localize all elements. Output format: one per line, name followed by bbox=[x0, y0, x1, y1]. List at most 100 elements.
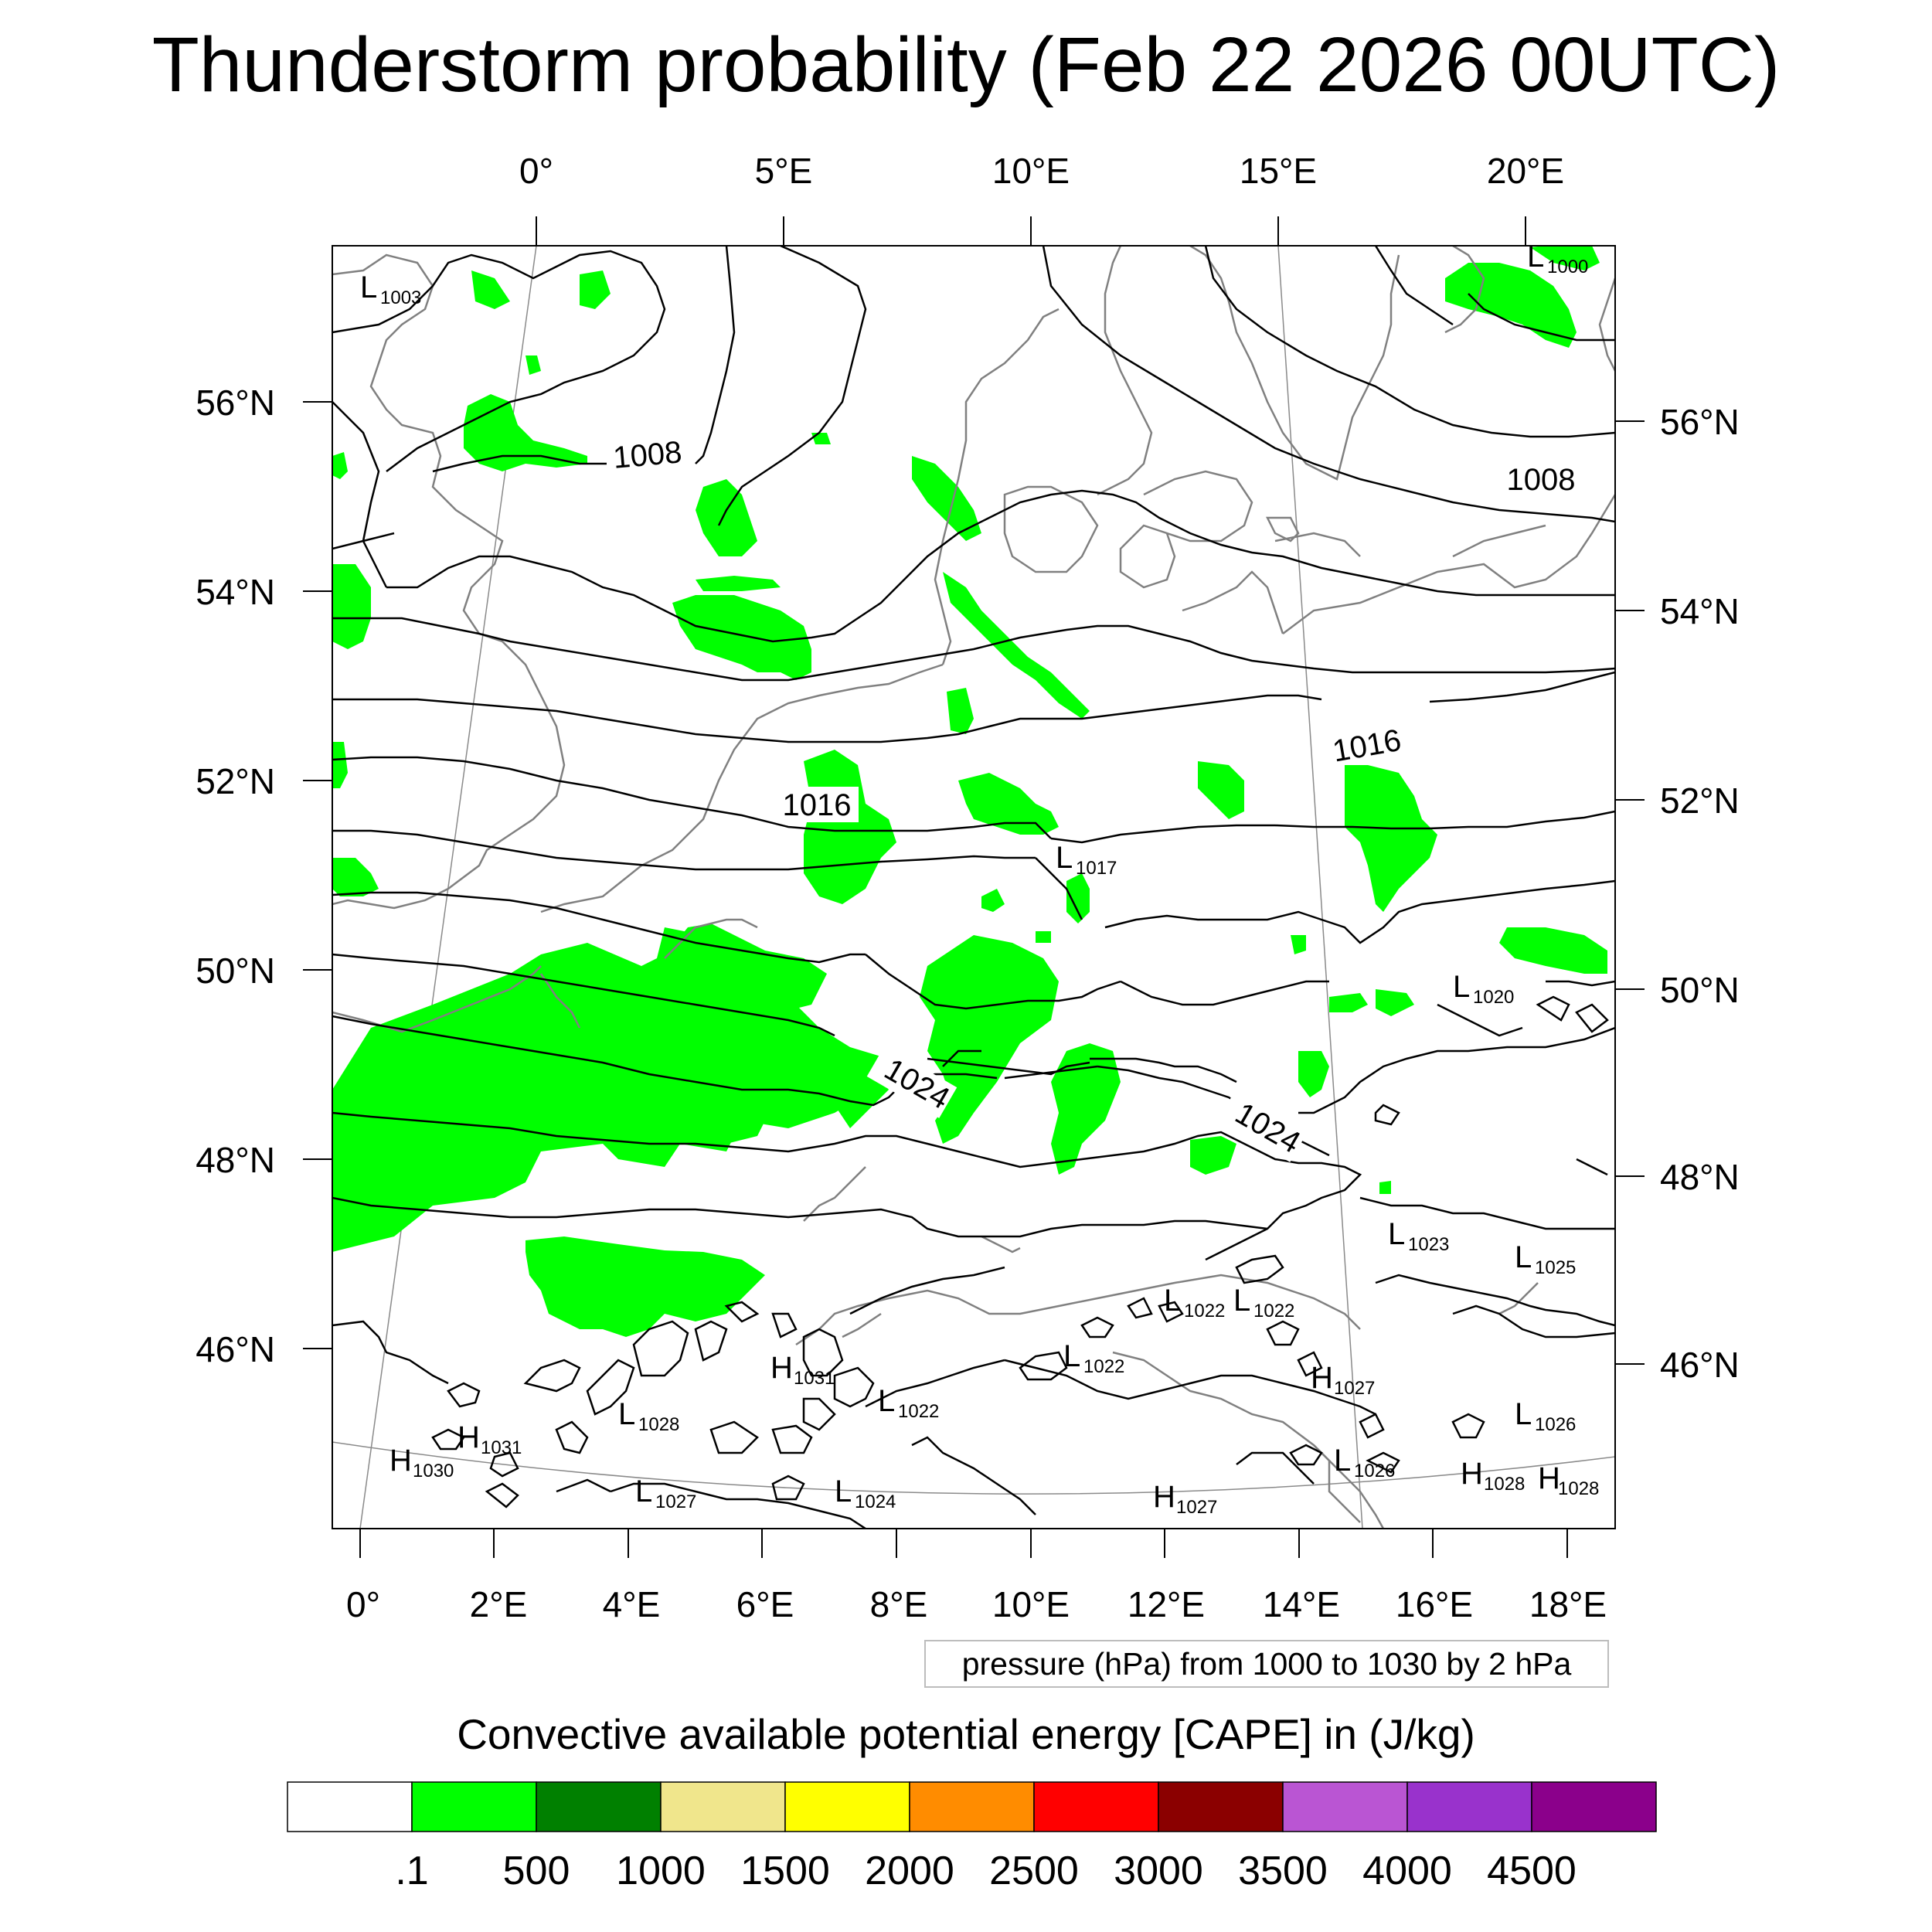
pressure-center-value: 1026 bbox=[1535, 1414, 1576, 1435]
pressure-center-letter: H bbox=[1311, 1361, 1333, 1395]
colorbar-swatch bbox=[660, 1781, 786, 1832]
lon-label: 16°E bbox=[1396, 1584, 1473, 1624]
pressure-center-letter: L bbox=[1063, 1339, 1080, 1373]
colorbar-label: 3500 bbox=[1238, 1849, 1328, 1893]
cape-areas bbox=[332, 246, 1607, 1337]
pressure-center-value: 1023 bbox=[1408, 1234, 1449, 1255]
lon-label: 10°E bbox=[992, 1584, 1070, 1624]
lon-label: 10°E bbox=[992, 151, 1070, 191]
pressure-center-letter: L bbox=[1515, 1240, 1532, 1274]
lon-label: 12°E bbox=[1128, 1584, 1205, 1624]
colorbar-label: 2000 bbox=[865, 1849, 954, 1893]
right-lat-labels: 56°N 54°N 52°N 50°N 48°N 46°N bbox=[1660, 402, 1740, 1385]
isobar-labels: 1008 1008 1016 1016 1024 1024 bbox=[607, 435, 1583, 1162]
colorbar-swatch bbox=[1531, 1781, 1657, 1832]
colorbar-swatch bbox=[1282, 1781, 1408, 1832]
pressure-center-value: 1027 bbox=[655, 1492, 696, 1512]
pressure-center-letter: H bbox=[1153, 1480, 1175, 1514]
isobar-label: 1008 bbox=[612, 435, 683, 475]
lat-label: 52°N bbox=[196, 761, 275, 801]
pressure-center-letter: L bbox=[635, 1475, 652, 1509]
colorbar-swatch bbox=[784, 1781, 910, 1832]
pressure-interval-note: pressure (hPa) from 1000 to 1030 by 2 hP… bbox=[924, 1640, 1609, 1688]
lon-label: 0° bbox=[519, 151, 553, 191]
pressure-center-value: 1028 bbox=[1484, 1474, 1525, 1495]
lat-label: 50°N bbox=[1660, 970, 1740, 1010]
lat-label: 46°N bbox=[1660, 1345, 1740, 1385]
colorbar-label: 4500 bbox=[1487, 1849, 1577, 1893]
pressure-center-letter: L bbox=[1453, 970, 1470, 1004]
pressure-center-letter: L bbox=[1388, 1217, 1405, 1251]
pressure-center-letter: L bbox=[618, 1397, 635, 1431]
pressure-center-value: 1025 bbox=[1535, 1257, 1576, 1278]
isobar-label: 1024 bbox=[1230, 1096, 1306, 1160]
pressure-center-letter: L bbox=[360, 270, 377, 304]
colorbar-swatch bbox=[1406, 1781, 1532, 1832]
lat-label: 56°N bbox=[196, 383, 275, 423]
lat-label: 48°N bbox=[196, 1140, 275, 1180]
left-lat-labels: 56°N 54°N 52°N 50°N 48°N 46°N bbox=[196, 383, 275, 1369]
top-lon-labels: 0° 5°E 10°E 15°E 20°E bbox=[519, 151, 1564, 191]
pressure-center-letter: H bbox=[770, 1351, 793, 1385]
map-frame bbox=[332, 245, 1616, 1529]
pressure-center-letter: H bbox=[457, 1420, 480, 1454]
pressure-center-value: 1024 bbox=[855, 1492, 896, 1512]
colorbar-swatch bbox=[287, 1781, 413, 1832]
lat-label: 48°N bbox=[1660, 1157, 1740, 1197]
lon-label: 5°E bbox=[755, 151, 813, 191]
pressure-center-value: 1027 bbox=[1176, 1497, 1217, 1518]
lon-label: 14°E bbox=[1263, 1584, 1340, 1624]
pressure-center-value: 1022 bbox=[1184, 1301, 1225, 1321]
colorbar-label: .1 bbox=[395, 1849, 428, 1893]
pressure-center-letter: L bbox=[1233, 1284, 1250, 1318]
colorbar-label: 500 bbox=[503, 1849, 570, 1893]
pressure-center-letter: L bbox=[1515, 1397, 1532, 1431]
colorbar-swatch bbox=[411, 1781, 537, 1832]
map-panel bbox=[332, 246, 1615, 1529]
lon-label: 8°E bbox=[870, 1584, 928, 1624]
colorbar-label: 1000 bbox=[616, 1849, 706, 1893]
pressure-center-letter: L bbox=[878, 1384, 895, 1418]
pressure-center-value: 1000 bbox=[1547, 257, 1588, 277]
pressure-center-value: 1028 bbox=[1558, 1478, 1599, 1499]
pressure-center-letter: L bbox=[1527, 240, 1544, 274]
lat-label: 46°N bbox=[196, 1329, 275, 1369]
lon-label: 4°E bbox=[603, 1584, 661, 1624]
axis-ticks bbox=[303, 216, 1645, 1558]
pressure-centers: L 1003 L 1000 L 1017 L 1020 L 1023 L 102… bbox=[360, 240, 1599, 1518]
isobar-label: 1016 bbox=[783, 788, 852, 822]
lon-label: 0° bbox=[346, 1584, 380, 1624]
pressure-center-letter: H bbox=[1538, 1461, 1560, 1495]
pressure-center-value: 1027 bbox=[1334, 1378, 1375, 1399]
pressure-center-value: 1026 bbox=[1354, 1461, 1395, 1481]
colorbar-swatch bbox=[1033, 1781, 1159, 1832]
lon-label: 18°E bbox=[1529, 1584, 1607, 1624]
pressure-center-letter: H bbox=[389, 1444, 412, 1478]
lon-label: 6°E bbox=[736, 1584, 794, 1624]
lon-label: 20°E bbox=[1487, 151, 1564, 191]
pressure-center-letter: L bbox=[1056, 841, 1073, 875]
lat-label: 54°N bbox=[1660, 591, 1740, 631]
coastlines bbox=[332, 246, 1615, 1529]
colorbar-label: 1500 bbox=[740, 1849, 830, 1893]
bottom-lon-labels: 0° 2°E 4°E 6°E 8°E 10°E 12°E 14°E 16°E 1… bbox=[346, 1584, 1607, 1624]
pressure-center-value: 1017 bbox=[1076, 858, 1117, 879]
lat-label: 52°N bbox=[1660, 781, 1740, 821]
colorbar-swatch bbox=[1158, 1781, 1284, 1832]
colorbar: .1 500 1000 1500 2000 2500 3000 3500 4000 4500 bbox=[287, 1781, 1657, 1893]
pressure-center-value: 1022 bbox=[1253, 1301, 1294, 1321]
colorbar-label: 4000 bbox=[1362, 1849, 1452, 1893]
pressure-center-letter: H bbox=[1461, 1457, 1483, 1491]
colorbar-label: 2500 bbox=[989, 1849, 1079, 1893]
pressure-center-value: 1031 bbox=[481, 1437, 522, 1458]
lat-label: 56°N bbox=[1660, 402, 1740, 442]
pressure-center-value: 1003 bbox=[380, 287, 421, 308]
pressure-center-letter: L bbox=[1334, 1444, 1351, 1478]
colorbar-title: Convective available potential energy [C… bbox=[457, 1710, 1475, 1758]
pressure-center-value: 1022 bbox=[1083, 1356, 1124, 1377]
pressure-center-value: 1031 bbox=[794, 1368, 835, 1389]
colorbar-label: 3000 bbox=[1114, 1849, 1203, 1893]
colorbar-swatch bbox=[909, 1781, 1035, 1832]
lat-label: 54°N bbox=[196, 572, 275, 612]
